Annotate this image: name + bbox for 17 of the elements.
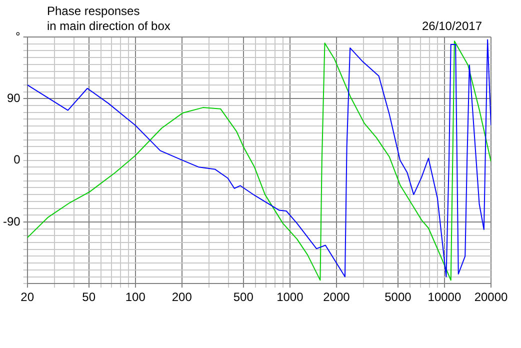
x-tick-label: 500: [233, 290, 254, 304]
x-tick-label: 2000: [323, 290, 350, 304]
x-tick-label: 100: [125, 290, 146, 304]
x-tick-label: 200: [172, 290, 192, 304]
y-tick-label: 0: [14, 152, 21, 167]
x-tick-label: 5000: [384, 290, 412, 304]
x-tick-label: 20: [20, 290, 34, 304]
x-tick-label: 10000: [428, 290, 462, 304]
y-tick-label: -90: [3, 214, 21, 228]
text: 26/10/2017: [422, 19, 482, 33]
chart-subtitle: in main direction of box: [47, 19, 170, 33]
x-tick-label: 50: [82, 290, 96, 304]
chart-title: Phase responses: [47, 4, 140, 18]
x-tick-label: 20000: [474, 290, 508, 304]
y-tick-label: °: [16, 29, 21, 44]
y-tick-label: 90: [6, 90, 21, 105]
x-tick-label: 1000: [276, 290, 304, 304]
